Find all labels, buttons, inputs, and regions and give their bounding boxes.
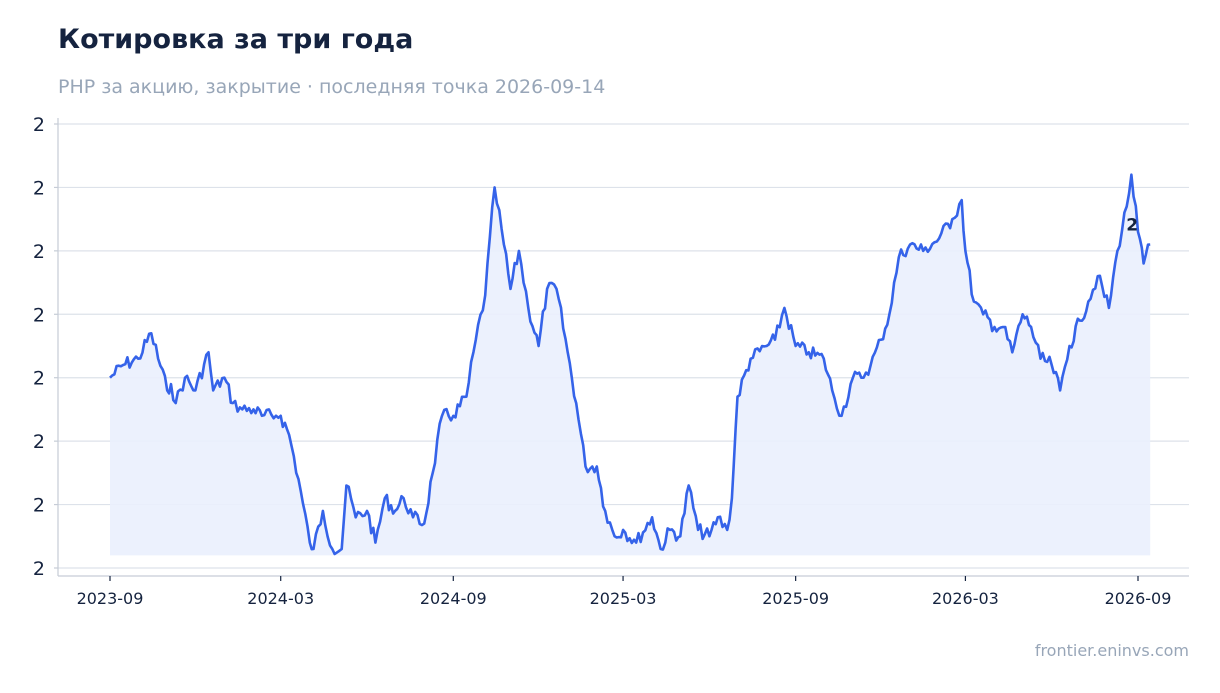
source-link[interactable]: frontier.eninvs.com [1034,641,1189,660]
x-tick-label: 2024-03 [247,589,314,608]
x-tick-label: 2025-09 [762,589,829,608]
x-tick-label: 2026-03 [932,589,999,608]
x-tick-label: 2023-09 [77,589,144,608]
y-tick-label: 2 [33,304,45,326]
y-tick-label: 2 [33,114,45,136]
y-tick-label: 2 [33,495,45,517]
x-axis-ticks: 2023-09 2024-03 2024-09 2025-03 2025-09 2026-… [77,576,1172,608]
price-line [109,173,1151,556]
y-tick-label: 2 [33,241,45,263]
chart-subtitle: PHP за акцию, закрытие · последняя точка… [58,76,606,98]
y-tick-label: 2 [33,368,45,390]
y-tick-label: 2 [33,431,45,453]
y-axis-ticks: 2 2 2 2 2 2 2 2 [33,114,58,580]
y-tick-label: 2 [33,558,45,580]
x-tick-label: 2026-09 [1105,589,1172,608]
price-area-fill [110,174,1151,556]
chart-title: Котировка за три года [58,24,414,55]
x-tick-label: 2024-09 [420,589,487,608]
last-value-label: 2 [1126,216,1138,236]
y-tick-label: 2 [33,177,45,199]
x-tick-label: 2025-03 [590,589,657,608]
